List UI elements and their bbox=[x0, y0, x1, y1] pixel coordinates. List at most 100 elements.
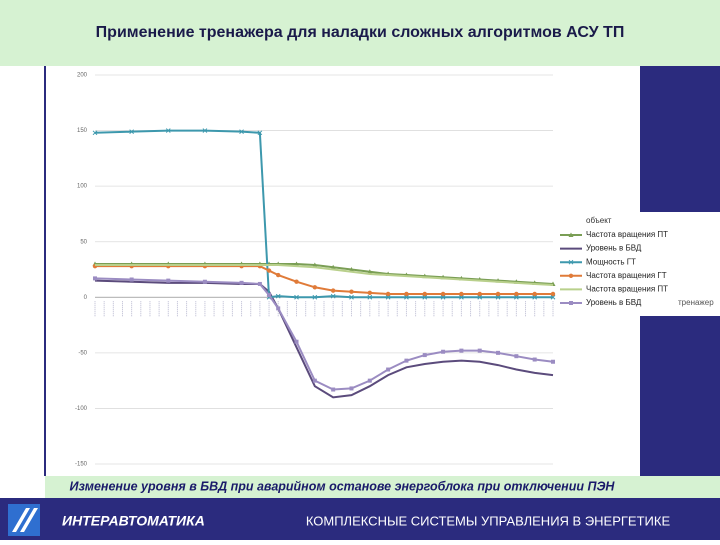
caption-band bbox=[45, 476, 720, 498]
marker bbox=[166, 278, 171, 283]
legend-box bbox=[556, 212, 720, 316]
marker bbox=[367, 378, 372, 383]
marker bbox=[385, 291, 391, 297]
marker bbox=[532, 291, 537, 297]
series-line bbox=[94, 279, 554, 399]
marker bbox=[331, 387, 336, 392]
marker bbox=[496, 350, 501, 355]
marker bbox=[404, 291, 409, 297]
marker bbox=[367, 290, 372, 296]
marker bbox=[532, 357, 537, 362]
marker bbox=[257, 281, 262, 286]
marker bbox=[404, 294, 409, 300]
legend-label: Частота вращения ПТ bbox=[586, 230, 668, 239]
marker bbox=[330, 288, 336, 293]
marker bbox=[239, 280, 244, 285]
legend-label: Уровень в БВД bbox=[586, 298, 642, 307]
marker bbox=[440, 294, 446, 300]
marker bbox=[514, 354, 519, 359]
legend-label: Частота вращения ПТ bbox=[586, 285, 668, 294]
marker bbox=[202, 128, 208, 133]
marker bbox=[440, 291, 446, 297]
tagline: КОМПЛЕКСНЫЕ СИСТЕМЫ УПРАВЛЕНИЯ В ЭНЕРГЕТ… bbox=[306, 513, 671, 528]
legend: объект Частота вращения ПТ Уровень в БВД Мо… bbox=[556, 212, 720, 316]
legend-group: тренажер bbox=[678, 298, 714, 307]
marker bbox=[257, 130, 263, 136]
marker bbox=[129, 129, 134, 135]
marker bbox=[367, 294, 373, 300]
plot: -150 -100 -50 0 50 100 150 200 объект Частота вра… bbox=[75, 73, 720, 468]
marker bbox=[349, 294, 354, 300]
legend-marker bbox=[568, 232, 574, 237]
marker bbox=[477, 294, 483, 300]
marker bbox=[312, 378, 317, 383]
y-tick-label: -100 bbox=[75, 406, 88, 412]
marker bbox=[550, 294, 556, 300]
legend-group: объект bbox=[586, 216, 612, 225]
marker bbox=[330, 264, 336, 270]
legend-label: Уровень в БВД bbox=[586, 244, 642, 253]
marker bbox=[441, 349, 446, 354]
legend-label: Мощность ГТ bbox=[586, 257, 636, 266]
marker bbox=[404, 358, 409, 363]
slide-title: Применение тренажера для наладки сложных… bbox=[96, 24, 625, 41]
marker bbox=[422, 294, 428, 300]
marker bbox=[495, 291, 501, 297]
marker bbox=[385, 294, 391, 300]
marker bbox=[367, 269, 373, 274]
y-tick-label: 0 bbox=[84, 295, 88, 301]
marker bbox=[266, 268, 272, 273]
y-tick-label: -150 bbox=[75, 462, 88, 468]
marker bbox=[129, 277, 134, 282]
legend-marker bbox=[569, 301, 573, 305]
y-tick-label: 100 bbox=[77, 184, 88, 190]
marker bbox=[551, 359, 555, 364]
marker bbox=[93, 276, 97, 281]
marker bbox=[239, 129, 244, 135]
marker bbox=[477, 291, 482, 297]
footer-band bbox=[0, 498, 720, 540]
legend-marker bbox=[568, 259, 574, 265]
marker bbox=[312, 294, 318, 300]
marker bbox=[165, 128, 171, 133]
marker bbox=[550, 291, 556, 297]
marker bbox=[267, 293, 272, 298]
y-tick-label: 200 bbox=[77, 73, 88, 79]
company: ИНТЕРАВТОМАТИКА bbox=[62, 513, 205, 529]
marker bbox=[495, 294, 501, 300]
marker bbox=[349, 386, 354, 391]
marker bbox=[532, 294, 538, 300]
caption: Изменение уровня в БВД при аварийном ост… bbox=[70, 479, 616, 493]
marker bbox=[459, 294, 464, 300]
marker bbox=[514, 291, 519, 297]
title-band bbox=[0, 0, 720, 66]
marker bbox=[459, 348, 464, 353]
marker bbox=[312, 262, 318, 268]
marker bbox=[459, 291, 464, 297]
marker bbox=[330, 293, 336, 299]
marker bbox=[92, 130, 98, 136]
marker bbox=[294, 261, 300, 266]
marker bbox=[275, 293, 281, 299]
y-tick-label: -50 bbox=[78, 350, 87, 356]
series-line bbox=[95, 264, 554, 287]
marker bbox=[477, 348, 482, 353]
marker bbox=[514, 294, 519, 300]
marker bbox=[294, 339, 299, 344]
marker bbox=[276, 272, 281, 278]
marker bbox=[422, 291, 427, 297]
marker bbox=[348, 267, 354, 272]
logo bbox=[8, 504, 40, 536]
marker bbox=[312, 285, 318, 290]
legend-marker bbox=[568, 273, 574, 278]
y-tick-label: 150 bbox=[77, 128, 88, 134]
marker bbox=[202, 279, 207, 284]
marker bbox=[349, 289, 354, 294]
marker bbox=[386, 367, 391, 372]
y-tick-label: 50 bbox=[80, 239, 87, 245]
marker bbox=[276, 306, 281, 311]
marker bbox=[422, 353, 427, 358]
marker bbox=[294, 279, 299, 284]
